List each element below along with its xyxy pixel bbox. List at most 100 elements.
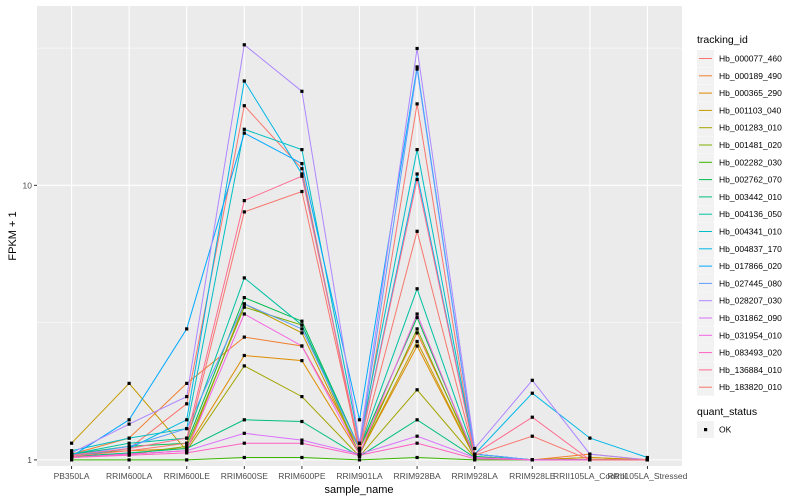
data-point (300, 89, 304, 93)
data-point (127, 458, 131, 462)
data-point (127, 418, 131, 422)
legend-shape-items: OK (697, 421, 732, 438)
legend-item: Hb_031862_090 (697, 309, 782, 327)
legend-title-quant-status: quant_status (697, 406, 757, 418)
x-tick-label: RRIM928BA (393, 471, 441, 481)
data-point (415, 434, 419, 438)
data-point (242, 296, 246, 300)
x-tick-label: RRIM928LE (509, 471, 556, 481)
data-point (242, 312, 246, 316)
data-point (70, 451, 74, 455)
data-point (645, 458, 649, 462)
x-tick-label: RRIM901LA (336, 471, 383, 481)
data-point (242, 441, 246, 445)
data-point (300, 441, 304, 445)
data-point (70, 454, 74, 458)
legend-color-items: Hb_000077_460 Hb_000189_490 Hb_000365_290 H… (697, 50, 782, 396)
data-point (300, 162, 304, 166)
data-point (530, 415, 534, 419)
legend-item: Hb_028207_030 (697, 292, 782, 310)
data-point (473, 446, 477, 451)
legend-label: Hb_031954_010 (719, 330, 782, 340)
data-point (242, 79, 246, 83)
data-point (300, 438, 304, 442)
data-point (127, 449, 131, 453)
data-point (127, 381, 131, 385)
legend-shape-item: OK (697, 421, 732, 438)
data-point (185, 436, 189, 440)
legend-item: Hb_001481_020 (697, 136, 782, 154)
data-point (300, 174, 304, 178)
data-point (242, 199, 246, 203)
data-point (415, 102, 419, 106)
legend-label: Hb_002762_070 (719, 175, 782, 185)
data-point (185, 441, 189, 445)
legend-item: Hb_004341_010 (697, 223, 782, 240)
legend-label: Hb_183820_010 (719, 382, 782, 392)
data-point (242, 127, 246, 131)
legend-title-tracking-id: tracking_id (697, 34, 748, 46)
legend-label: Hb_031862_090 (719, 313, 782, 323)
legend-label: Hb_001283_010 (719, 123, 782, 133)
x-axis: PB350LA RRIM600LA RRIM600LE RRIM600SE RRIM60… (54, 466, 688, 481)
data-point (415, 455, 419, 460)
data-point (415, 388, 419, 392)
data-point (530, 391, 534, 395)
legend-item: Hb_031954_010 (697, 326, 782, 344)
data-point (415, 441, 419, 445)
data-point (415, 65, 419, 69)
data-point (185, 444, 189, 448)
data-point (70, 449, 74, 453)
y-tick-label: 1 (27, 455, 32, 465)
data-point (300, 327, 304, 331)
x-tick-label: RRIM600PE (278, 471, 326, 481)
legend-item: Hb_083493_020 (697, 344, 782, 362)
x-axis-title: sample_name (324, 484, 393, 496)
data-point (415, 312, 419, 316)
x-tick-label: PB350LA (54, 471, 90, 481)
legend-label: Hb_000365_290 (719, 88, 782, 98)
data-point (530, 378, 534, 382)
legend-label: Hb_004341_010 (719, 227, 782, 237)
data-point (415, 46, 419, 51)
data-point (473, 453, 477, 457)
legend-item: Hb_004837_170 (697, 240, 782, 258)
data-point (242, 364, 246, 368)
legend-label: OK (719, 425, 732, 435)
data-point (242, 455, 246, 460)
data-point (185, 458, 189, 462)
legend-label: Hb_028207_030 (719, 296, 782, 306)
data-point (300, 344, 304, 348)
data-point (357, 453, 362, 457)
data-point (300, 148, 304, 152)
data-point (300, 319, 304, 323)
x-tick-label: RRII105LA_Stressed (608, 471, 688, 481)
x-tick-label: RRIM928LA (452, 471, 499, 481)
data-point (300, 323, 304, 327)
data-point (415, 172, 419, 176)
data-point (185, 327, 189, 331)
data-point (415, 177, 419, 182)
data-point (185, 449, 189, 453)
legend-item: Hb_001283_010 (697, 119, 782, 137)
legend-label: Hb_027445_080 (719, 278, 782, 288)
legend-item: Hb_136884_010 (697, 361, 782, 379)
x-tick-label: RRII105LA_Control (553, 471, 627, 481)
data-point (300, 395, 304, 399)
legend-item: Hb_002762_070 (697, 171, 782, 189)
data-point (415, 287, 419, 291)
data-point (70, 458, 74, 462)
data-point (185, 451, 189, 455)
data-point (530, 434, 534, 438)
data-points (70, 43, 649, 462)
data-point (185, 395, 189, 399)
data-point (300, 359, 304, 363)
data-point (415, 148, 419, 152)
data-point (185, 427, 189, 431)
legend-item: Hb_000077_460 (697, 50, 782, 67)
data-point (357, 441, 362, 445)
legend-label: Hb_083493_020 (719, 348, 782, 358)
y-axis-title: FPKM + 1 (7, 211, 19, 260)
data-point (242, 131, 246, 135)
